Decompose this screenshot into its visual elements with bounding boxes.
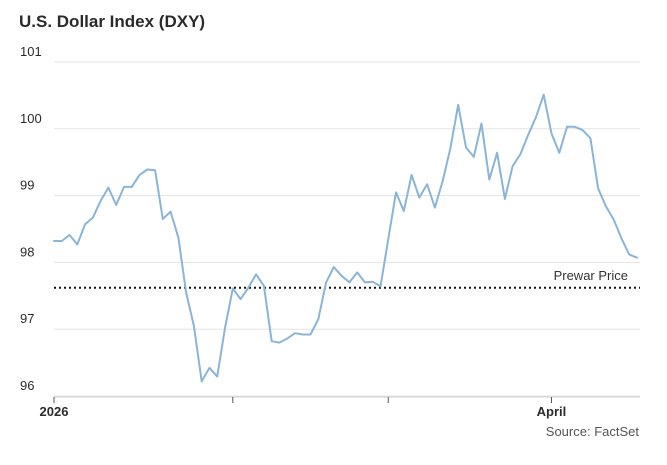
data-point bbox=[426, 183, 428, 185]
data-point bbox=[53, 240, 55, 242]
data-point bbox=[239, 298, 241, 300]
data-point bbox=[597, 187, 599, 189]
data-point bbox=[162, 218, 164, 220]
data-point bbox=[620, 237, 622, 239]
data-point bbox=[255, 273, 257, 275]
data-point bbox=[92, 216, 94, 218]
y-tick-label: 101 bbox=[20, 44, 42, 59]
source-note: Source: FactSet bbox=[545, 424, 639, 439]
data-point bbox=[395, 191, 397, 193]
y-tick-label: 98 bbox=[20, 244, 34, 259]
data-point bbox=[68, 234, 70, 236]
data-point bbox=[581, 129, 583, 131]
data-point bbox=[200, 380, 202, 382]
data-point bbox=[449, 147, 451, 149]
data-point bbox=[558, 152, 560, 154]
data-point bbox=[131, 186, 133, 188]
data-point bbox=[550, 132, 552, 134]
data-point bbox=[480, 122, 482, 124]
data-point bbox=[278, 341, 280, 343]
data-point bbox=[511, 165, 513, 167]
y-tick-label: 96 bbox=[20, 378, 34, 393]
data-point bbox=[473, 156, 475, 158]
data-point bbox=[364, 281, 366, 283]
data-point bbox=[543, 94, 545, 96]
data-point bbox=[76, 243, 78, 245]
data-point bbox=[527, 134, 529, 136]
data-point bbox=[270, 340, 272, 342]
data-point bbox=[177, 236, 179, 238]
data-point bbox=[348, 281, 350, 283]
data-point bbox=[465, 146, 467, 148]
data-point bbox=[403, 210, 405, 212]
data-point bbox=[535, 116, 537, 118]
data-point bbox=[605, 205, 607, 207]
data-point bbox=[138, 174, 140, 176]
reference-line-group: Prewar Price bbox=[54, 268, 640, 289]
data-point bbox=[224, 327, 226, 329]
y-tick-label: 99 bbox=[20, 178, 34, 193]
data-point bbox=[504, 198, 506, 200]
data-point bbox=[356, 271, 358, 273]
data-point bbox=[317, 318, 319, 320]
data-point bbox=[496, 152, 498, 154]
data-point bbox=[154, 169, 156, 171]
data-point bbox=[193, 325, 195, 327]
data-point bbox=[333, 266, 335, 268]
series-group bbox=[53, 93, 638, 383]
data-point bbox=[379, 285, 381, 287]
data-point bbox=[216, 375, 218, 377]
data-point bbox=[208, 367, 210, 369]
data-point bbox=[263, 285, 265, 287]
data-point bbox=[589, 137, 591, 139]
data-point bbox=[185, 291, 187, 293]
x-tick-label: April bbox=[537, 404, 567, 419]
series-line-dxy bbox=[53, 93, 638, 383]
y-tick-label: 97 bbox=[20, 311, 34, 326]
x-tick-label: 2026 bbox=[40, 404, 69, 419]
data-point bbox=[294, 332, 296, 334]
data-point bbox=[99, 200, 101, 202]
data-point bbox=[61, 240, 63, 242]
gridlines bbox=[54, 61, 640, 397]
data-point bbox=[574, 126, 576, 128]
data-point bbox=[325, 281, 327, 283]
data-point bbox=[309, 333, 311, 335]
data-point bbox=[418, 196, 420, 198]
chart-title: U.S. Dollar Index (DXY) bbox=[19, 12, 206, 31]
data-point bbox=[457, 104, 459, 106]
reference-line-label: Prewar Price bbox=[554, 268, 628, 283]
data-point bbox=[247, 287, 249, 289]
data-point bbox=[286, 337, 288, 339]
data-point bbox=[107, 186, 109, 188]
data-point bbox=[519, 153, 521, 155]
data-point bbox=[434, 206, 436, 208]
data-point bbox=[488, 178, 490, 180]
data-point bbox=[302, 333, 304, 335]
data-point bbox=[123, 186, 125, 188]
axis-labels: 96 97 98 99 100 101 2026 April bbox=[20, 44, 640, 419]
data-point bbox=[84, 223, 86, 225]
data-point bbox=[612, 218, 614, 220]
data-point bbox=[636, 257, 638, 259]
data-point bbox=[372, 281, 374, 283]
data-point bbox=[387, 238, 389, 240]
data-point bbox=[169, 210, 171, 212]
data-point bbox=[146, 168, 148, 170]
data-point bbox=[232, 287, 234, 289]
y-tick-label: 100 bbox=[20, 111, 42, 126]
data-point bbox=[441, 180, 443, 182]
data-point bbox=[340, 275, 342, 277]
data-point bbox=[566, 126, 568, 128]
data-point bbox=[628, 253, 630, 255]
data-point bbox=[115, 204, 117, 206]
data-point bbox=[410, 174, 412, 176]
